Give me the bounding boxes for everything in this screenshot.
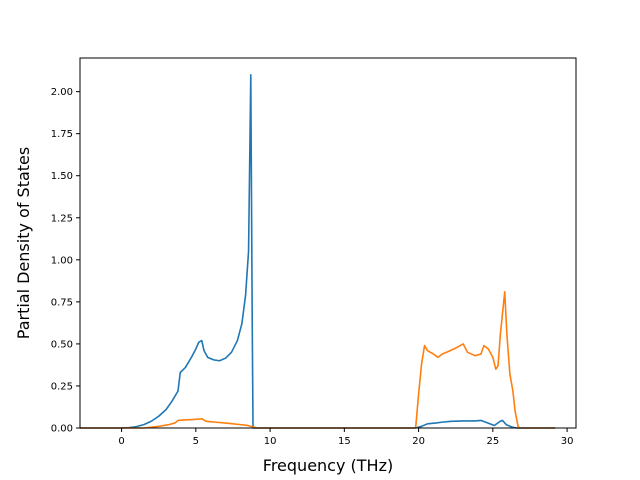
x-axis-label: Frequency (THz) [263,456,393,475]
x-tick-label: 0 [118,436,124,447]
plot-background [80,58,576,428]
x-tick-label: 20 [412,436,425,447]
y-tick-label: 1.75 [51,129,73,140]
ticks-layer: 0 5 10 15 20 25 30 0.00 0.25 0.50 0.75 1.00 1.25 1.50… [51,87,574,447]
series-line-2 [80,290,556,429]
y-tick-label: 2.00 [51,87,73,98]
y-tick-label: 0.00 [51,424,73,435]
x-tick-label: 30 [561,436,574,447]
y-tick-label: 1.00 [51,255,73,266]
plot-frame [79,57,577,429]
y-axis-label: Partial Density of States [14,147,33,339]
x-tick-label: 15 [338,436,351,447]
y-tick-label: 0.75 [51,297,73,308]
x-tick-label: 5 [193,436,199,447]
x-tick-label: 10 [264,436,277,447]
x-tick-label: 25 [486,436,499,447]
y-tick-label: 1.25 [51,213,73,224]
series-line-1 [80,74,556,429]
y-tick-label: 1.50 [51,171,73,182]
y-tick-label: 0.50 [51,339,73,350]
series-layer [80,74,556,429]
y-tick-label: 0.25 [51,381,73,392]
